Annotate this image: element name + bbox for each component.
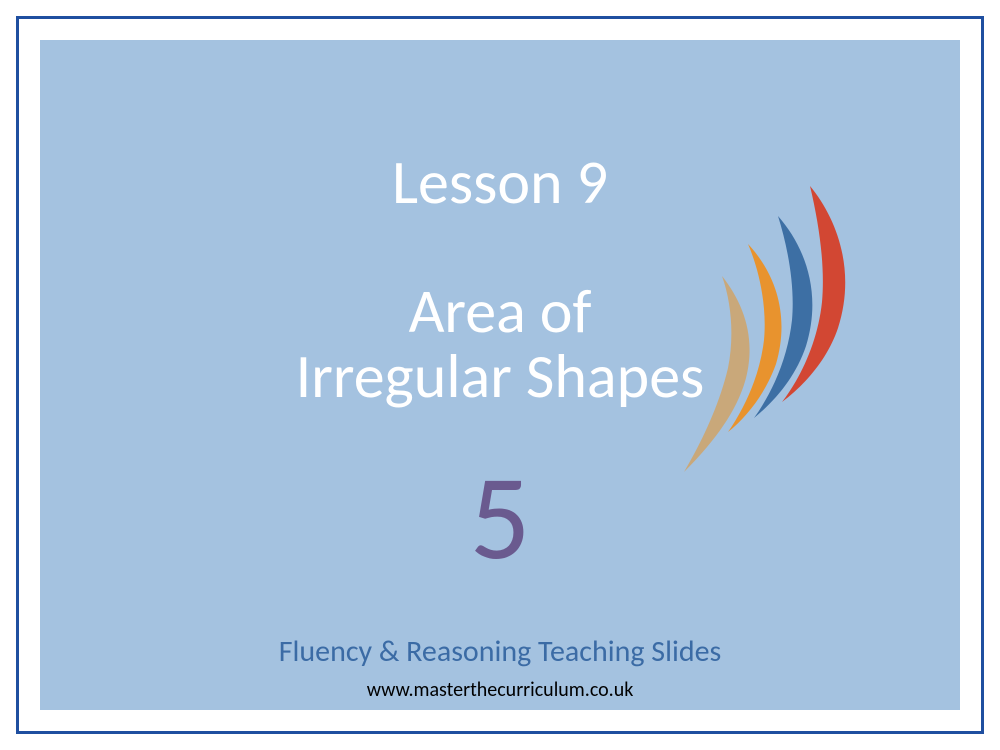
pencil-flame-icon: [678, 180, 868, 480]
logo-swoosh-tan: [684, 276, 750, 472]
footer-url: www.masterthecurriculum.co.uk: [0, 678, 1000, 702]
subtitle: Fluency & Reasoning Teaching Slides: [0, 633, 1000, 670]
